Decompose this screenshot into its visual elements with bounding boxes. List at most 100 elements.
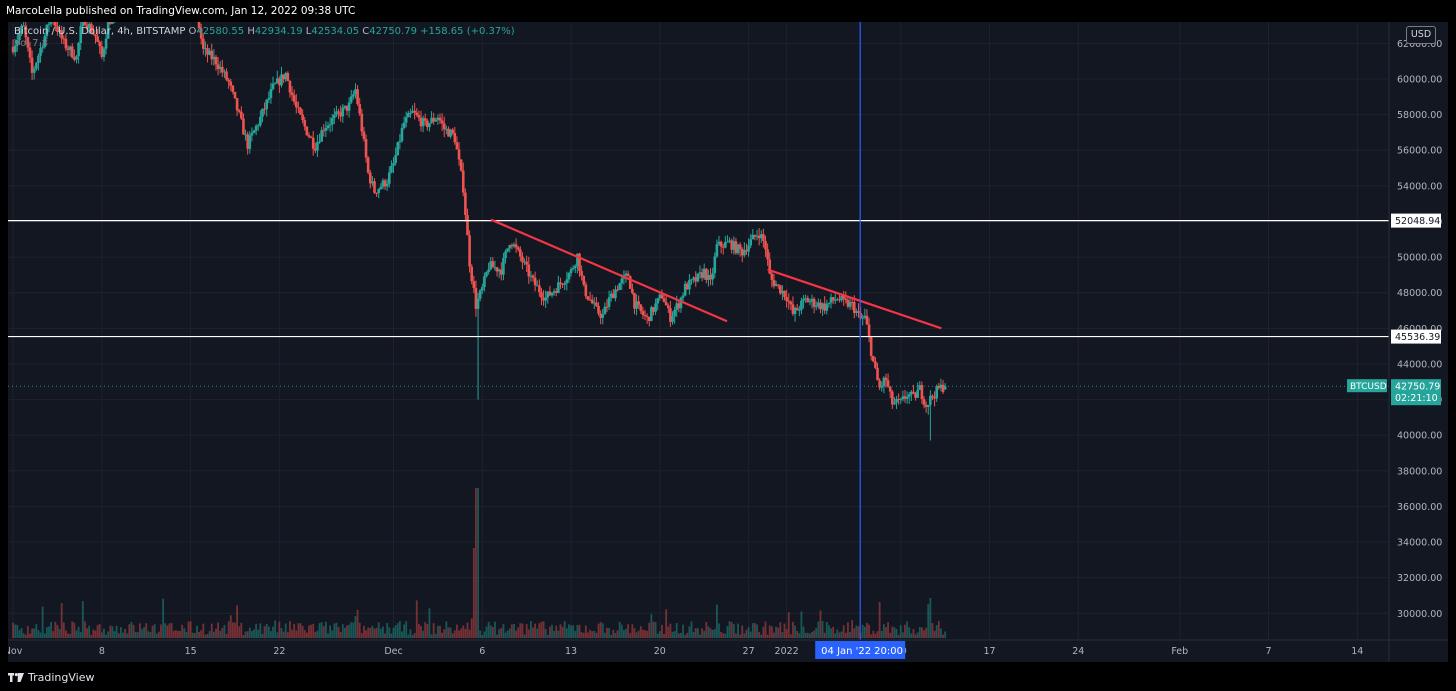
volume-bar (470, 618, 473, 638)
volume-bar (369, 627, 372, 638)
volume-bar (796, 630, 799, 638)
candle-body (893, 402, 896, 405)
candle-body (311, 137, 315, 149)
candle-body (806, 298, 810, 303)
volume-bar (420, 625, 422, 638)
candle-body (464, 192, 467, 215)
volume-bar (341, 624, 344, 638)
x-tick-label: Dec (384, 646, 402, 657)
candle-body (278, 78, 281, 86)
volume-bar (593, 630, 596, 638)
volume-bar (777, 627, 780, 638)
legend-volume: Vol 7.8 (14, 38, 515, 50)
volume-bar (183, 628, 186, 638)
volume-bar (525, 624, 528, 638)
volume-bar (806, 632, 809, 638)
candle-body (282, 74, 285, 80)
volume-bar (12, 622, 14, 638)
volume-bar (354, 616, 357, 638)
candle-body (762, 234, 765, 241)
legend-open-value: 42580.55 (196, 26, 245, 37)
volume-bar (386, 622, 389, 638)
candle-body (368, 172, 372, 184)
candle-body (747, 245, 750, 252)
volume-bar (775, 626, 777, 638)
candle-body (776, 284, 780, 286)
candle-body (493, 267, 497, 269)
candle-body (821, 303, 824, 310)
volume-bar (18, 630, 21, 638)
candle-body (13, 45, 17, 53)
volume-bar (536, 628, 539, 638)
volume-bar (212, 631, 215, 638)
price-chart[interactable]: 30000.00 32000.00 34000.00 36000.00 38000.00… (8, 22, 1448, 662)
candle-body (79, 26, 83, 43)
volume-bar (445, 621, 448, 638)
volume-bar (889, 632, 892, 638)
volume-bar (652, 621, 655, 638)
candle-body (857, 311, 860, 313)
x-tick-label: 27 (743, 646, 755, 657)
volume-bar (737, 623, 739, 638)
volume-bar (648, 622, 651, 638)
candle-body (635, 301, 638, 309)
candle-body (54, 22, 57, 27)
candle-body (470, 266, 474, 282)
volume-bar (944, 631, 947, 638)
volume-bar (584, 625, 587, 638)
tradingview-logo[interactable]: TradingView (8, 670, 94, 684)
candle-body (407, 113, 410, 118)
candle-body (814, 306, 818, 308)
crosshair-date-label: 04 Jan '22 (821, 646, 871, 657)
volume-bar (817, 621, 820, 638)
volume-bar (335, 622, 338, 638)
chart-panel[interactable]: 30000.00 32000.00 34000.00 36000.00 38000.00… (8, 22, 1448, 662)
volume-bar (722, 633, 725, 638)
candle-body (891, 391, 894, 405)
candle-body (848, 301, 852, 307)
volume-bar (684, 634, 687, 638)
candle-body (538, 285, 541, 293)
volume-bar (910, 633, 913, 638)
legend-symbol[interactable]: Bitcoin / U.S. Dollar, 4h, BITSTAMP (14, 26, 186, 37)
volume-bar (891, 626, 894, 638)
candle-body (825, 304, 829, 311)
currency-button[interactable]: USD (1406, 26, 1436, 44)
volume-bar (578, 624, 581, 638)
candle-body (354, 89, 357, 95)
candle-body (301, 114, 304, 120)
candle-body (569, 269, 573, 274)
candle-body (246, 134, 249, 149)
candle-body (662, 298, 666, 302)
candle-body (275, 78, 279, 84)
volume-bar (893, 627, 896, 638)
candle-body (489, 261, 493, 270)
volume-bar (255, 623, 258, 638)
volume-bar (115, 625, 118, 638)
candle-body (197, 22, 201, 29)
candle-body (102, 48, 106, 57)
candle-body (618, 283, 621, 290)
y-tick-label: 34000.00 (1397, 538, 1442, 549)
volume-bar (179, 630, 181, 638)
candle-body (89, 23, 93, 33)
volume-bar (787, 612, 790, 638)
candle-body (730, 240, 733, 250)
volume-bar (747, 627, 750, 638)
volume-bar (242, 634, 245, 638)
volume-bar (365, 630, 367, 638)
volume-bar (305, 632, 308, 638)
volume-bar (802, 626, 805, 638)
volume-bar (282, 631, 285, 638)
volume-bar (828, 625, 830, 638)
volume-bar (942, 634, 944, 638)
volume-bar (204, 634, 207, 638)
candle-body (791, 304, 795, 314)
candle-body (259, 116, 262, 126)
volume-bar (921, 627, 923, 638)
candle-body (540, 292, 543, 298)
volume-bar (663, 633, 665, 638)
volume-bar (244, 631, 247, 638)
candle-body (941, 384, 945, 393)
volume-bar (122, 632, 124, 638)
